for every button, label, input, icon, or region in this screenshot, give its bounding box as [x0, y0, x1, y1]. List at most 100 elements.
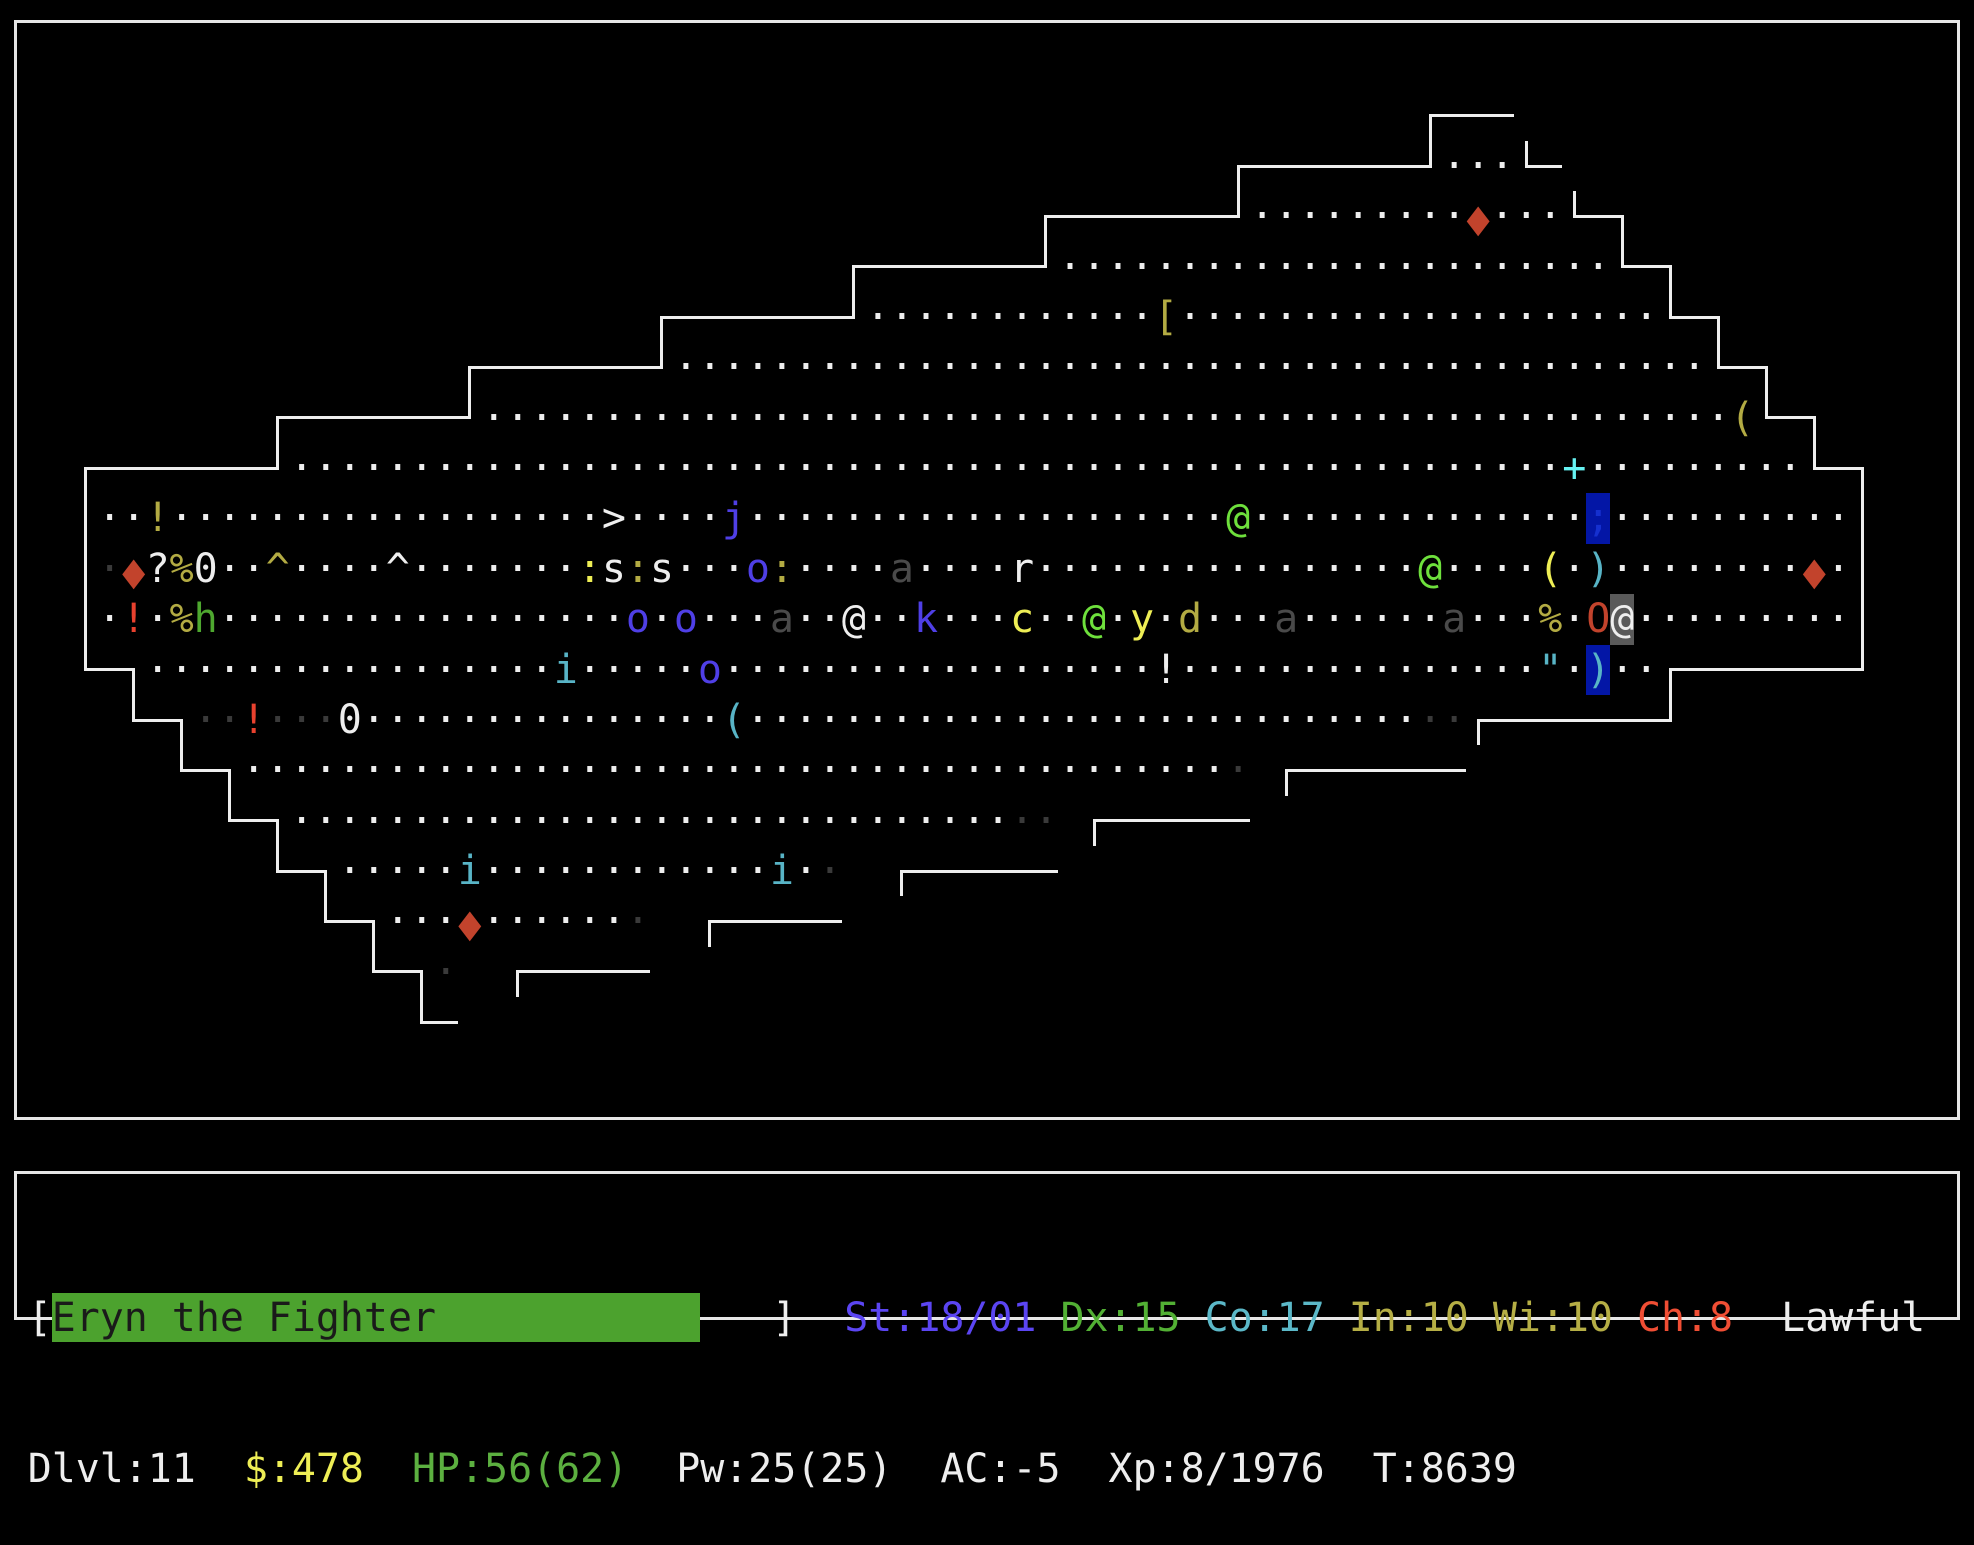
floor-tile: · [721, 747, 746, 794]
wall-segment [1106, 191, 1131, 241]
floor-tile: · [1033, 596, 1059, 643]
diamond-icon: ◆ [1802, 549, 1826, 595]
floor-tile: · [1490, 394, 1515, 441]
floor-tile: · [1058, 445, 1083, 492]
floor-tile: · [1562, 243, 1587, 290]
floor-tile: · [1682, 344, 1707, 391]
floor-tile: · [1394, 696, 1419, 743]
floor-tile: · [889, 696, 915, 743]
name-open-bracket: [ [27, 1294, 52, 1341]
floor-tile: · [913, 344, 939, 391]
floor-tile: · [1178, 445, 1203, 492]
stat-charisma: Ch:8 [1636, 1294, 1734, 1341]
floor-tile: · [1033, 344, 1059, 391]
wall-segment [74, 493, 98, 544]
floor-tile: · [1394, 646, 1419, 693]
wall-segment [1370, 141, 1395, 191]
floor-tile: · [1610, 495, 1635, 542]
floor-tile: · [1442, 394, 1467, 441]
wall-segment [218, 795, 242, 846]
floor-tile: · [529, 696, 554, 743]
floor-tile: · [985, 797, 1011, 844]
floor-tile: · [1106, 495, 1131, 542]
status-window [14, 1171, 1960, 1320]
floor-tile: · [385, 898, 410, 945]
floor-tile: · [889, 596, 915, 643]
floor-tile: · [385, 596, 410, 643]
wall-segment [1154, 191, 1179, 241]
wall-segment [577, 342, 602, 392]
wall-segment [1850, 493, 1874, 544]
wall-segment [1850, 644, 1874, 695]
floor-tile: · [1226, 646, 1251, 693]
wall-segment [506, 947, 530, 998]
monster-glyph: j [721, 495, 746, 542]
floor-tile: · [457, 495, 482, 542]
floor-tile: · [961, 545, 987, 592]
floor-tile: · [1370, 545, 1395, 592]
wall-segment [122, 694, 146, 745]
floor-tile: · [1346, 344, 1371, 391]
floor-tile: · [1418, 646, 1443, 693]
floor-tile: · [1082, 646, 1107, 693]
floor-tile: · [865, 545, 891, 592]
hp-bar-fill [51, 1292, 701, 1343]
floor-tile: · [289, 495, 314, 542]
floor-tile: · [1058, 394, 1083, 441]
floor-tile: · [889, 797, 915, 844]
floor-tile: · [505, 696, 530, 743]
floor-tile: · [937, 344, 963, 391]
floor-tile: · [1370, 445, 1395, 492]
floor-tile: · [889, 344, 915, 391]
wall-segment [1802, 443, 1827, 493]
floor-tile: · [1754, 596, 1779, 643]
floor-tile: · [697, 596, 722, 643]
floor-tile: · [793, 344, 818, 391]
wall-segment [1778, 645, 1803, 695]
floor-tile: · [361, 847, 386, 894]
floor-tile: · [841, 797, 866, 844]
monster-glyph: : [577, 545, 602, 592]
floor-tile: · [313, 495, 338, 542]
floor-tile: · [1442, 646, 1467, 693]
wall-segment [1130, 191, 1155, 241]
floor-tile: · [1130, 696, 1155, 743]
floor-tile: · [1418, 243, 1443, 290]
floor-tile: · [745, 646, 770, 693]
remembered-floor-tile: · [313, 696, 338, 743]
floor-tile: · [625, 696, 650, 743]
floor-tile: · [601, 646, 626, 693]
wall-segment [865, 242, 890, 292]
floor-tile: · [505, 847, 530, 894]
floor-tile: · [1442, 142, 1467, 189]
floor-tile: · [1514, 445, 1539, 492]
diamond-terrain-glyph: ◆ [1802, 544, 1826, 595]
remembered-floor-tile: · [1009, 797, 1035, 844]
monster-glyph: s [649, 545, 674, 592]
floor-tile: · [505, 898, 530, 945]
floor-tile: · [1178, 747, 1203, 794]
floor-tile: · [1202, 696, 1227, 743]
item-glyph: ( [1730, 394, 1755, 441]
wall-segment [409, 947, 434, 998]
trap-glyph: ^ [385, 545, 410, 592]
wall-segment [601, 947, 626, 997]
floor-tile: · [1250, 344, 1275, 391]
floor-tile: · [1730, 545, 1755, 592]
floor-tile: · [865, 445, 891, 492]
floor-tile: · [1154, 445, 1179, 492]
floor-tile: · [961, 495, 987, 542]
floor-tile: · [769, 797, 794, 844]
floor-tile: · [985, 445, 1011, 492]
floor-tile: · [793, 797, 818, 844]
floor-tile: · [961, 445, 987, 492]
floor-tile: · [361, 596, 386, 643]
floor-tile: · [1634, 596, 1659, 643]
floor-tile: · [1706, 545, 1731, 592]
floor-tile: · [841, 646, 866, 693]
floor-tile: · [769, 445, 794, 492]
floor-tile: · [913, 646, 939, 693]
floor-tile: · [97, 596, 122, 643]
floor-tile: · [241, 545, 266, 592]
floor-tile: · [1442, 193, 1467, 240]
